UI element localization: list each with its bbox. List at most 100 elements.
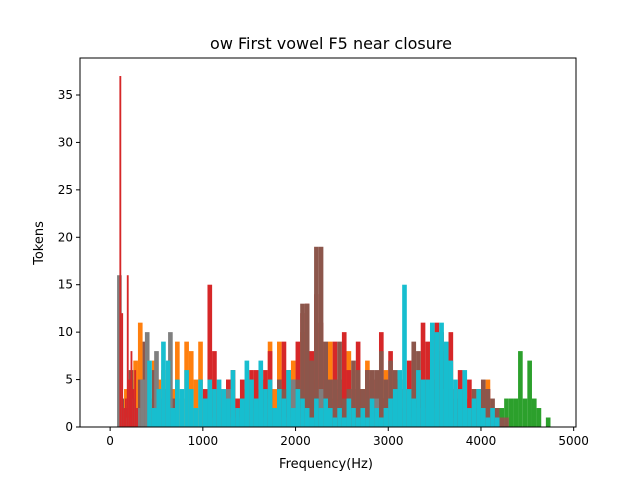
histogram-bar: [126, 275, 129, 427]
x-tick-label: 5000: [558, 434, 589, 448]
axes-layer: 0 1000 2000 3000 4000 5000 0 5 10 15 20 25 30 35: [58, 57, 589, 448]
histogram-bar: [230, 370, 236, 427]
bars-layer: [117, 76, 551, 428]
chart-title: ow First vowel F5 near closure: [210, 34, 452, 53]
x-tick-label: 3000: [373, 434, 404, 448]
histogram-bar: [304, 303, 310, 427]
histogram-bar: [388, 360, 393, 427]
x-tick-label: 1000: [188, 434, 219, 448]
histogram-bar: [156, 389, 162, 427]
histogram-bar: [300, 398, 305, 427]
histogram-bar: [134, 370, 137, 427]
histogram-bar: [416, 370, 421, 427]
histogram-bar: [443, 341, 449, 427]
histogram-bar: [378, 351, 384, 427]
histogram-bar: [239, 398, 245, 427]
histogram-bar: [527, 360, 532, 427]
x-tick-label: 4000: [466, 434, 497, 448]
y-tick-label: 10: [58, 325, 73, 339]
histogram-bar: [341, 417, 347, 427]
histogram-bar: [290, 408, 296, 427]
y-tick-label: 20: [58, 230, 73, 244]
histogram-bar: [323, 341, 328, 427]
histogram-bar: [383, 379, 389, 427]
histogram-bar: [309, 417, 315, 427]
histogram-bar: [355, 417, 361, 427]
histogram-bar: [323, 398, 328, 427]
histogram-bar: [290, 379, 296, 427]
y-tick-label: 25: [58, 183, 73, 197]
histogram-bar: [332, 417, 338, 427]
histogram-bar: [522, 398, 528, 427]
histogram-bar: [369, 398, 375, 427]
histogram-bar: [425, 379, 430, 427]
histogram-bar: [128, 379, 131, 427]
histogram-bar: [365, 370, 370, 427]
histogram-bar: [300, 303, 305, 427]
histogram-bar: [476, 389, 481, 427]
histogram-bar: [341, 398, 347, 427]
histogram-bar: [485, 389, 491, 427]
histogram-bar: [124, 398, 127, 427]
histogram-bar: [490, 408, 495, 427]
histogram-bar: [281, 341, 287, 427]
histogram-bar: [170, 408, 176, 427]
histogram-bar: [504, 398, 509, 427]
histogram-bar: [309, 360, 315, 427]
histogram-bar: [374, 408, 379, 427]
histogram-bar: [165, 360, 171, 427]
histogram-bar: [119, 76, 122, 428]
histogram-bar: [328, 408, 333, 427]
histogram-bar: [351, 360, 356, 427]
histogram-bar: [351, 408, 356, 427]
histogram-bar: [147, 360, 152, 427]
histogram-bar: [471, 398, 477, 427]
histogram-bar: [272, 408, 278, 427]
histogram-bar: [369, 370, 375, 427]
histogram-bar: [267, 379, 273, 427]
histogram-bar: [420, 379, 426, 427]
histogram-bar: [136, 408, 138, 427]
histogram-bar: [545, 417, 551, 427]
histogram-bar: [212, 351, 217, 427]
x-tick-label: 2000: [280, 434, 311, 448]
histogram-bar: [286, 370, 291, 427]
histogram-bar: [513, 398, 519, 427]
y-tick-label: 35: [58, 88, 73, 102]
histogram-bar: [328, 379, 333, 427]
histogram-bar: [429, 322, 435, 427]
histogram-bar: [295, 389, 301, 427]
histogram-bar: [536, 408, 542, 427]
histogram-bar: [420, 322, 426, 427]
histogram-bar: [378, 417, 384, 427]
histogram-bar: [193, 379, 199, 427]
histogram-bar: [467, 408, 472, 427]
histogram-bar: [453, 379, 458, 427]
histogram-bar: [411, 398, 417, 427]
histogram-bar: [314, 398, 319, 427]
histogram-bar: [467, 379, 472, 427]
histogram-bar: [462, 370, 468, 427]
histogram-bar: [121, 313, 124, 427]
y-tick-label: 30: [58, 135, 73, 149]
histogram-bar: [494, 417, 500, 427]
histogram-bar: [188, 351, 194, 427]
histogram-bar: [249, 379, 254, 427]
histogram-bar: [383, 408, 389, 427]
x-axis-label: Frequency(Hz): [279, 457, 373, 472]
histogram-bar: [212, 389, 217, 427]
histogram-bar: [258, 360, 264, 427]
histogram-bar: [406, 389, 412, 427]
histogram-bar: [388, 398, 393, 427]
histogram-bar: [508, 398, 514, 427]
histogram-bar: [193, 408, 199, 427]
histogram-bar: [392, 389, 398, 427]
histogram-bar: [341, 332, 347, 427]
histogram-bar: [480, 379, 486, 427]
histogram-bar: [154, 351, 159, 427]
histogram-bar: [175, 379, 180, 427]
histogram-bar: [411, 341, 417, 427]
histogram-bar: [151, 408, 157, 427]
histogram-bar: [457, 389, 463, 427]
